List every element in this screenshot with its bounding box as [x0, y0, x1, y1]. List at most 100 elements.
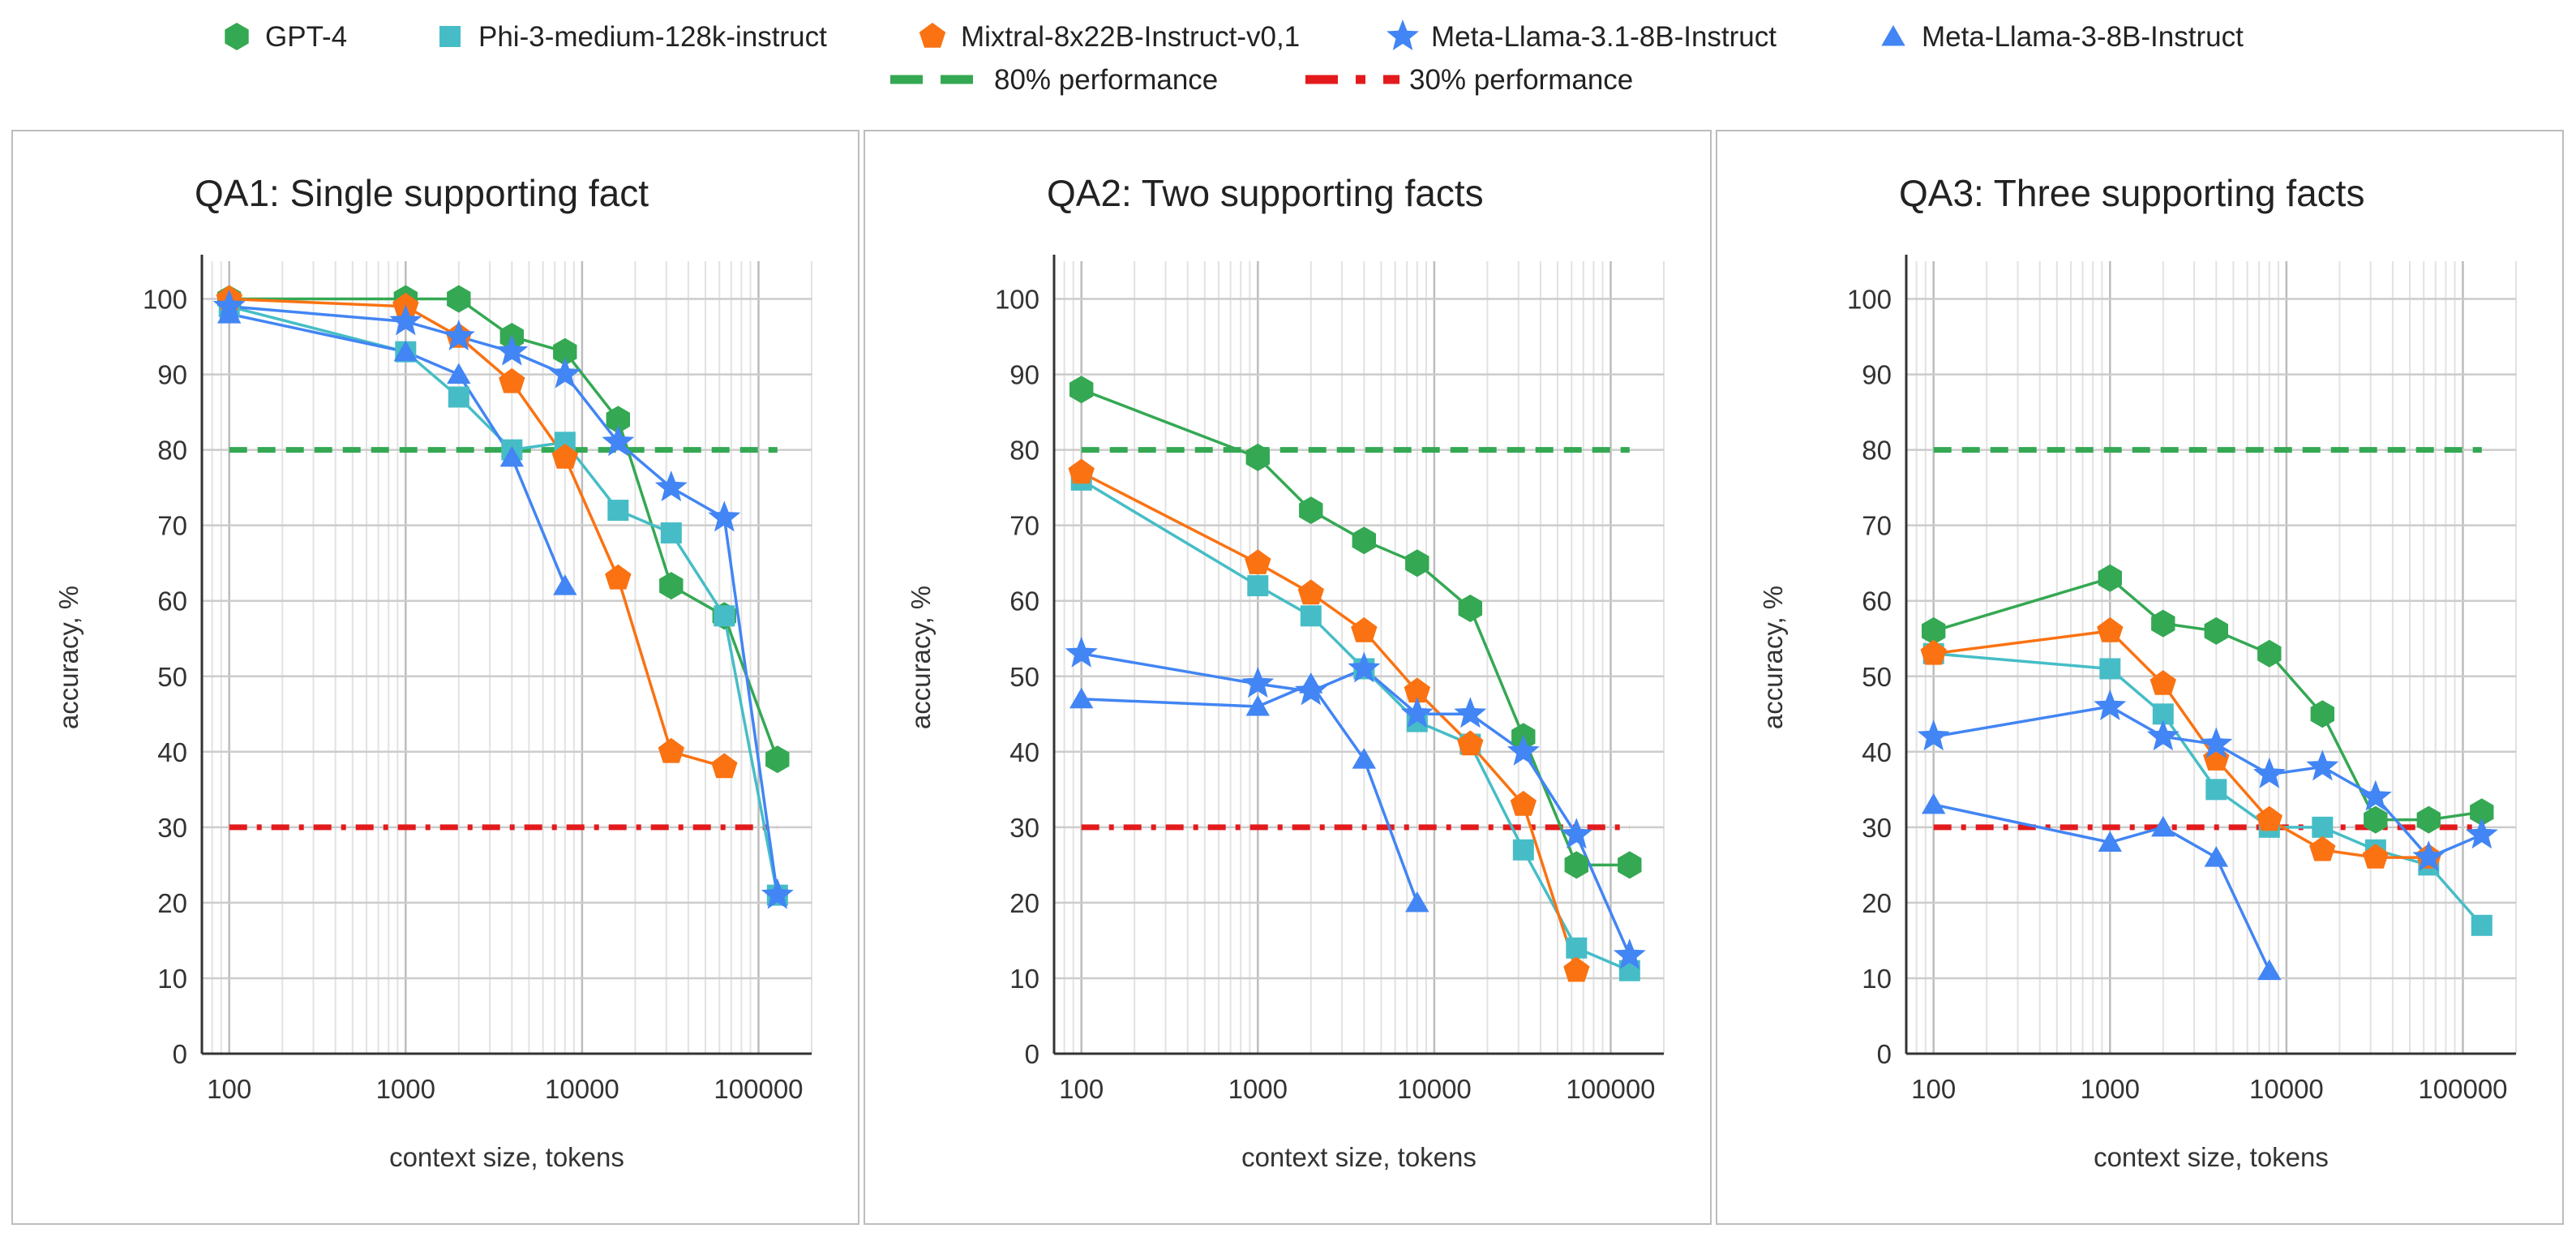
chart-2-point-meta-llama-3-1-8b-instruct	[1065, 636, 1098, 668]
chart-3-point-meta-llama-3-1-8b-instruct	[2465, 818, 2498, 849]
chart-1-point-phi-3-medium-128k-instruct	[660, 522, 682, 543]
chart-2-point-meta-llama-3-1-8b-instruct	[1454, 697, 1487, 728]
chart-3-y-tick-label: 70	[1862, 511, 1892, 541]
chart-1-y-tick-label: 100	[143, 285, 187, 315]
chart-3-point-gpt-4	[2204, 616, 2228, 645]
legend-label-meta-llama-3-1-8b-instruct: Meta-Llama-3.1-8B-Instruct	[1431, 21, 1777, 53]
chart-3-point-meta-llama-3-1-8b-instruct	[2200, 727, 2233, 758]
chart-3-point-mixtral-8x22b-instruct-v0-1	[1920, 639, 1947, 665]
chart-2-point-mixtral-8x22b-instruct-v0-1	[1457, 730, 1484, 756]
chart-1-y-tick-label: 20	[157, 888, 187, 918]
chart-1-y-tick-label: 90	[157, 360, 187, 390]
chart-2-point-phi-3-medium-128k-instruct	[1566, 937, 1588, 959]
chart-2-y-tick-label: 90	[1009, 360, 1039, 390]
chart-3-point-mixtral-8x22b-instruct-v0-1	[2362, 844, 2389, 869]
chart-3-point-meta-llama-3-1-8b-instruct	[2412, 840, 2445, 872]
chart-2-point-gpt-4	[1352, 526, 1376, 555]
chart-2-y-axis-label: accuracy, %	[906, 586, 936, 729]
legend-marker-gpt-4	[225, 23, 249, 50]
chart-2-y-tick-label: 30	[1009, 813, 1039, 843]
chart-3-y-tick-label: 10	[1862, 964, 1892, 994]
legend-label-mixtral-8x22b-instruct-v0-1: Mixtral-8x22B-Instruct-v0,1	[961, 21, 1300, 53]
chart-3-title: QA3: Three supporting facts	[1899, 172, 2364, 214]
chart-1-point-meta-llama-3-1-8b-instruct	[761, 878, 794, 909]
chart-2-y-tick-label: 60	[1009, 586, 1039, 616]
chart-2-point-gpt-4	[1069, 376, 1094, 404]
chart-3-series-line-mixtral-8x22b-instruct-v0-1	[1933, 629, 2429, 859]
chart-2-point-meta-llama-3-1-8b-instruct	[1241, 667, 1275, 698]
chart-3-point-meta-llama-3-1-8b-instruct	[2146, 719, 2180, 751]
legend-svg: GPT-4 Phi-3-medium-128k-instruct Mixtral-8…	[225, 19, 2244, 96]
chart-panel-qa1: QA1: Single supporting fact 0 10 20 30 40 50 60…	[11, 130, 859, 1225]
chart-svg-qa3: QA3: Three supporting facts 0 10 20 30 40 50 60…	[1758, 172, 2517, 1172]
chart-2-point-meta-llama-3-1-8b-instruct	[1613, 938, 1646, 969]
chart-2-x-tick-label: 100000	[1566, 1074, 1655, 1104]
chart-3-x-tick-label: 1000	[2081, 1074, 2140, 1104]
legend-marker-meta-llama-3-8b-instruct	[1881, 25, 1905, 46]
chart-3-point-meta-llama-3-1-8b-instruct	[1917, 719, 1950, 751]
chart-3-y-tick-label: 90	[1862, 360, 1892, 390]
chart-1-series-line-mixtral-8x22b-instruct-v0-1	[229, 297, 725, 769]
chart-2-point-meta-llama-3-8b-instruct	[1299, 672, 1323, 694]
chart-2-point-meta-llama-3-1-8b-instruct	[1348, 651, 1381, 683]
chart-2-y-tick-label: 40	[1009, 737, 1039, 767]
chart-2-point-gpt-4	[1299, 496, 1323, 525]
chart-3-y-tick-label: 80	[1862, 436, 1892, 466]
chart-panel-qa2: QA2: Two supporting facts 0 10 20 30 40 50 60 70…	[864, 130, 1712, 1225]
chart-1-point-phi-3-medium-128k-instruct	[714, 605, 735, 627]
chart-3-point-meta-llama-3-8b-instruct	[2257, 959, 2282, 981]
chart-2-point-meta-llama-3-8b-instruct	[1245, 695, 1270, 716]
chart-3-point-gpt-4	[2257, 639, 2282, 668]
legend-label-gpt-4: GPT-4	[265, 21, 347, 53]
chart-3-point-mixtral-8x22b-instruct-v0-1	[2097, 616, 2124, 642]
chart-3-point-gpt-4	[2416, 805, 2441, 834]
chart-1-y-axis-label: accuracy, %	[54, 586, 84, 729]
chart-2-point-phi-3-medium-128k-instruct	[1512, 839, 1534, 861]
chart-3-point-gpt-4	[2364, 805, 2388, 834]
chart-2-point-meta-llama-3-1-8b-instruct	[1507, 734, 1540, 766]
chart-2-series-line-meta-llama-3-1-8b-instruct	[1081, 652, 1631, 956]
chart-1-y-tick-label: 50	[157, 662, 187, 692]
chart-1-point-meta-llama-3-8b-instruct	[553, 574, 577, 595]
chart-1-point-meta-llama-3-1-8b-instruct	[654, 470, 688, 502]
chart-legend: GPT-4 Phi-3-medium-128k-instruct Mixtral-8…	[0, 0, 2576, 122]
chart-1-title: QA1: Single supporting fact	[195, 172, 649, 214]
chart-2-x-axis-label: context size, tokens	[1241, 1142, 1477, 1172]
chart-3-point-phi-3-medium-128k-instruct	[2471, 914, 2492, 936]
chart-1-point-mixtral-8x22b-instruct-v0-1	[499, 367, 525, 393]
chart-3-y-axis-label: accuracy, %	[1758, 586, 1788, 729]
chart-1-x-tick-label: 100000	[714, 1074, 803, 1104]
chart-panel-qa3: QA3: Three supporting facts 0 10 20 30 40 50 60…	[1716, 130, 2564, 1225]
chart-1-point-mixtral-8x22b-instruct-v0-1	[711, 753, 738, 779]
chart-1-y-tick-label: 60	[157, 586, 187, 616]
chart-2-y-tick-label: 0	[1025, 1039, 1039, 1069]
chart-2-y-tick-label: 100	[995, 285, 1039, 315]
chart-2-x-tick-label: 10000	[1397, 1074, 1472, 1104]
chart-3-point-meta-llama-3-1-8b-instruct	[2252, 757, 2286, 788]
chart-svg-qa1: QA1: Single supporting fact 0 10 20 30 40 50 60…	[54, 172, 812, 1172]
chart-1-point-meta-llama-3-8b-instruct	[393, 340, 418, 362]
chart-2-y-tick-label: 80	[1009, 436, 1039, 466]
chart-2-x-tick-label: 100	[1059, 1074, 1104, 1104]
chart-1-x-tick-label: 10000	[545, 1074, 619, 1104]
chart-1-x-tick-label: 1000	[376, 1074, 435, 1104]
chart-3-point-mixtral-8x22b-instruct-v0-1	[2150, 670, 2176, 695]
chart-3-point-mixtral-8x22b-instruct-v0-1	[2309, 835, 2336, 861]
chart-3-point-meta-llama-3-8b-instruct	[1922, 792, 1946, 814]
chart-3-y-tick-label: 30	[1862, 813, 1892, 843]
legend-label-meta-llama-3-8b-instruct: Meta-Llama-3-8B-Instruct	[1922, 21, 2244, 53]
chart-3-x-tick-label: 100000	[2418, 1074, 2507, 1104]
chart-1-y-tick-label: 70	[157, 511, 187, 541]
chart-3-point-gpt-4	[2470, 798, 2494, 827]
chart-2-point-gpt-4	[1245, 443, 1270, 471]
chart-2-point-meta-llama-3-1-8b-instruct	[1400, 697, 1434, 728]
chart-2-point-meta-llama-3-1-8b-instruct	[1560, 818, 1593, 849]
chart-3-x-axis-label: context size, tokens	[2094, 1142, 2329, 1172]
chart-1-point-gpt-4	[765, 745, 790, 774]
chart-2-point-mixtral-8x22b-instruct-v0-1	[1563, 956, 1590, 982]
chart-2-series-line-phi-3-medium-128k-instruct	[1080, 479, 1631, 973]
chart-1-y-tick-label: 30	[157, 813, 187, 843]
chart-3-point-phi-3-medium-128k-instruct	[2312, 816, 2334, 838]
chart-1-point-gpt-4	[447, 285, 471, 313]
chart-1-y-tick-label: 40	[157, 737, 187, 767]
